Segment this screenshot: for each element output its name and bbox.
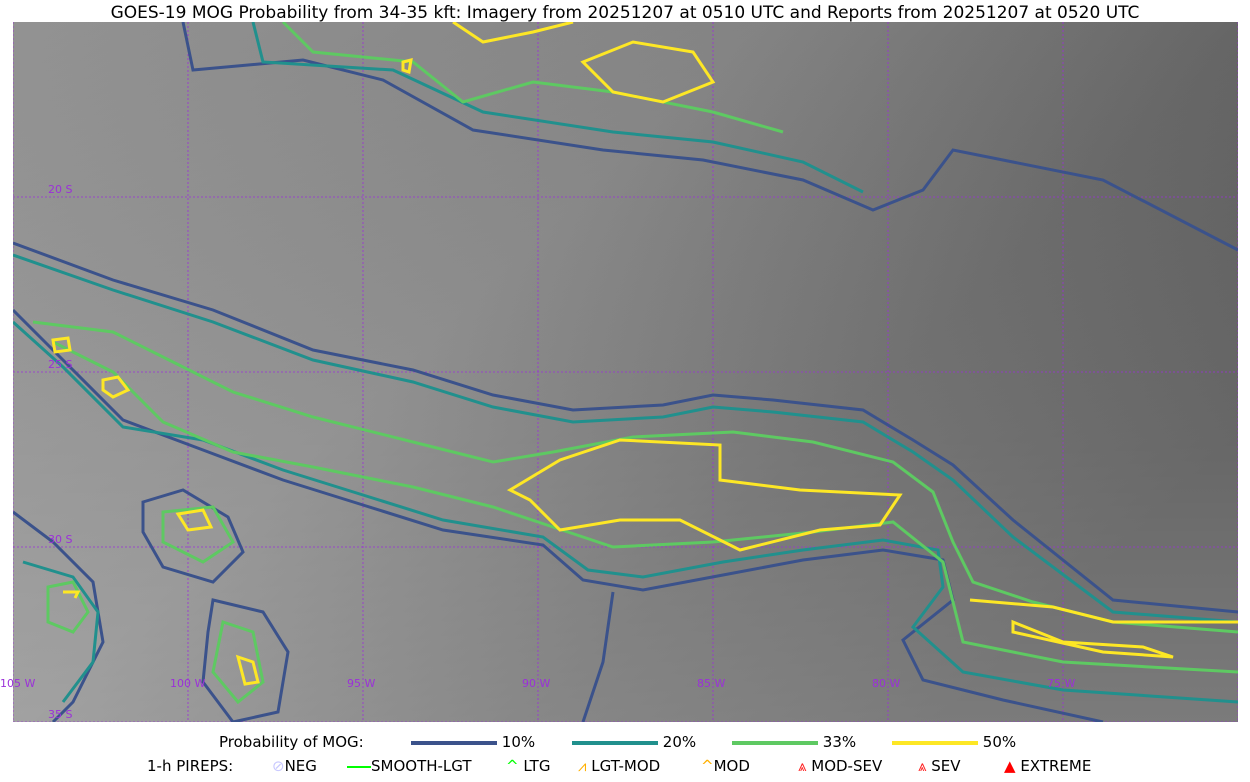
chart-title: GOES-19 MOG Probability from 34-35 kft: … [110,3,1140,23]
lon-label-95w: 95 W [347,677,376,690]
lon-label-75w: 75 W [1047,677,1076,690]
smooth-lgt-icon [347,765,371,768]
neg-icon: ⊘ [272,757,285,775]
swatch-33 [732,740,818,745]
prob-legend-label: Probability of MOG: [219,733,364,751]
pireps-legend-label: 1-h PIREPS: [147,757,234,775]
satellite-map [13,22,1238,722]
swatch-10 [411,740,497,745]
mod-sev-label: MOD-SEV [811,757,883,775]
level-20-label: 20% [662,733,697,751]
lat-label-20s: 20 S [48,183,73,196]
lat-label-35s: 35 S [48,708,73,721]
neg-label: NEG [284,757,317,775]
mod-sev-icon: ⩓ [798,757,807,775]
lon-label-105w: 105 W [0,677,36,690]
lgt-mod-label: LGT-MOD [591,757,661,775]
level-10-label: 10% [501,733,536,751]
ltg-label: LTG [523,757,551,775]
extreme-icon: ▲ [1004,757,1016,775]
extreme-label: EXTREME [1020,757,1092,775]
lgt-mod-icon: ⩘ [578,757,587,775]
level-33-label: 33% [822,733,857,751]
contour-50 [51,22,1238,686]
sev-icon: ⩓ [918,757,927,775]
sev-label: SEV [931,757,961,775]
ltg-icon: ^ [506,757,519,775]
lon-label-80w: 80 W [872,677,901,690]
lon-label-100w: 100 W [170,677,206,690]
lat-label-30s: 30 S [48,533,73,546]
lon-label-85w: 85 W [697,677,726,690]
swatch-50 [892,740,978,745]
mod-label: MOD [713,757,750,775]
lat-label-25s: 25 S [48,358,73,371]
mod-icon: ^ [701,757,714,775]
lon-label-90w: 90 W [522,677,551,690]
level-50-label: 50% [982,733,1017,751]
smooth-lgt-label: SMOOTH-LGT [371,757,472,775]
contour-33 [32,22,1238,705]
swatch-20 [572,740,658,745]
